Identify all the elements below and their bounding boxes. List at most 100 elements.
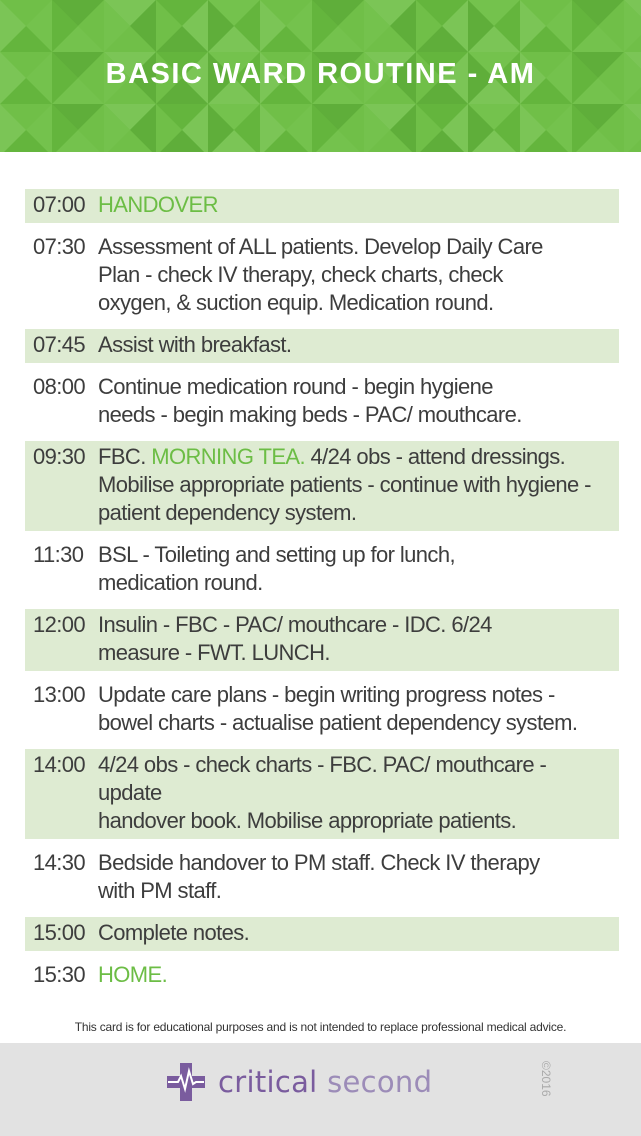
brand-logo[interactable]: critical second xyxy=(166,1062,432,1102)
schedule-time: 08:00 xyxy=(33,374,86,399)
pattern-triangle xyxy=(520,104,572,130)
schedule-description: Bedside handover to PM staff. Check IV t… xyxy=(98,849,611,905)
pattern-triangle xyxy=(78,104,104,152)
pattern-triangle xyxy=(208,0,260,26)
pattern-triangle xyxy=(52,104,78,152)
schedule-row: 14:00 4/24 obs - check charts - FBC. PAC/… xyxy=(25,749,619,839)
pattern-triangle xyxy=(260,104,312,130)
pattern-triangle xyxy=(468,26,520,52)
pattern-triangle xyxy=(52,26,104,52)
copyright-text: ©2016 xyxy=(539,1061,553,1097)
pattern-triangle xyxy=(0,104,52,130)
pattern-triangle xyxy=(520,0,572,26)
schedule-description: Continue medication round - begin hygien… xyxy=(98,373,611,429)
pattern-triangle xyxy=(0,78,52,104)
pattern-triangle xyxy=(260,0,286,52)
pattern-triangle xyxy=(364,104,416,130)
pattern-triangle xyxy=(260,0,312,26)
pattern-triangle xyxy=(576,130,620,152)
schedule-description: 4/24 obs - check charts - FBC. PAC/ mout… xyxy=(98,751,611,835)
pattern-triangle xyxy=(364,52,390,104)
pattern-triangle xyxy=(416,0,468,26)
pattern-triangle xyxy=(364,26,416,52)
pattern-triangle xyxy=(468,0,520,26)
pattern-triangle xyxy=(468,78,520,104)
description-text: Insulin - FBC - PAC/ mouthcare - IDC. 6/… xyxy=(98,612,492,665)
highlight-text: MORNING TEA. xyxy=(151,444,305,469)
pattern-triangle xyxy=(312,0,364,26)
schedule-row: 15:30 HOME. xyxy=(25,959,619,993)
pattern-triangle xyxy=(416,26,468,52)
pattern-triangle xyxy=(520,52,546,104)
description-text: Update care plans - begin writing progre… xyxy=(98,682,578,735)
pattern-triangle xyxy=(156,0,182,52)
pattern-triangle xyxy=(156,26,208,52)
pattern-triangle xyxy=(234,104,260,152)
pattern-triangle xyxy=(468,104,520,130)
schedule-time: 07:30 xyxy=(33,234,86,259)
pattern-triangle xyxy=(0,52,52,78)
pattern-triangle xyxy=(338,52,364,104)
pattern-triangle xyxy=(208,52,234,104)
schedule-time: 13:00 xyxy=(33,682,86,707)
schedule-time: 07:00 xyxy=(33,192,86,217)
description-text: Complete notes. xyxy=(98,920,250,945)
pattern-triangle xyxy=(104,104,130,152)
pattern-triangle xyxy=(598,0,624,52)
schedule-time: 14:00 xyxy=(33,752,86,777)
pattern-triangle xyxy=(624,52,641,104)
pattern-triangle xyxy=(416,0,442,52)
pattern-triangle xyxy=(260,78,312,104)
pattern-triangle xyxy=(182,0,208,52)
schedule-row: 09:30 FBC. MORNING TEA. 4/24 obs - attend… xyxy=(25,441,619,531)
pattern-triangle xyxy=(156,78,208,104)
pattern-triangle xyxy=(546,52,572,104)
pattern-triangle xyxy=(130,104,156,152)
pattern-triangle xyxy=(572,26,624,52)
schedule-description: Assist with breakfast. xyxy=(98,331,611,359)
pattern-triangle xyxy=(208,78,260,104)
schedule-row: 15:00 Complete notes. xyxy=(25,917,619,951)
pattern-triangle xyxy=(572,0,598,52)
schedule-description: FBC. MORNING TEA. 4/24 obs - attend dres… xyxy=(98,443,611,527)
pattern-triangle xyxy=(468,52,494,104)
pattern-triangle xyxy=(390,0,416,52)
pattern-triangle xyxy=(312,78,364,104)
pattern-triangle xyxy=(572,0,624,26)
pattern-triangle xyxy=(52,52,78,104)
pattern-triangle xyxy=(416,52,468,78)
pattern-triangle xyxy=(312,104,338,152)
pattern-triangle xyxy=(364,52,416,78)
description-text: 4/24 obs - attend dressings. Mobilise ap… xyxy=(98,444,591,525)
pattern-triangle xyxy=(520,104,546,152)
pattern-triangle xyxy=(442,52,468,104)
pattern-triangle xyxy=(494,0,520,52)
page-title: BASIC WARD ROUTINE - AM xyxy=(105,58,536,90)
pattern-triangle xyxy=(416,104,468,130)
pattern-triangle xyxy=(0,26,52,52)
medical-cross-heartbeat-icon xyxy=(167,1063,205,1101)
pattern-triangle xyxy=(390,104,416,152)
pattern-triangle xyxy=(316,130,360,152)
pattern-triangle xyxy=(156,0,208,26)
pattern-triangle xyxy=(338,0,364,52)
pattern-triangle xyxy=(364,104,390,152)
pattern-triangle xyxy=(468,0,494,52)
pattern-triangle xyxy=(520,78,572,104)
schedule-list: 07:00 HANDOVER 07:30 Assessment of ALL pati… xyxy=(25,189,619,1001)
pattern-triangle xyxy=(572,104,598,152)
pattern-triangle xyxy=(208,104,260,130)
description-text: BSL - Toileting and setting up for lunch… xyxy=(98,542,456,595)
pattern-triangle xyxy=(524,130,568,152)
pattern-triangle xyxy=(130,0,156,52)
pattern-triangle xyxy=(494,104,520,152)
pattern-triangle xyxy=(4,130,48,152)
schedule-description: HOME. xyxy=(98,961,611,989)
pattern-triangle xyxy=(104,26,156,52)
schedule-row: 08:00 Continue medication round - begin h… xyxy=(25,371,619,433)
schedule-row: 14:30 Bedside handover to PM staff. Check… xyxy=(25,847,619,909)
pattern-triangle xyxy=(572,78,624,104)
description-text: Bedside handover to PM staff. Check IV t… xyxy=(98,850,540,903)
pattern-triangle xyxy=(312,26,364,52)
pattern-triangle xyxy=(108,130,152,152)
